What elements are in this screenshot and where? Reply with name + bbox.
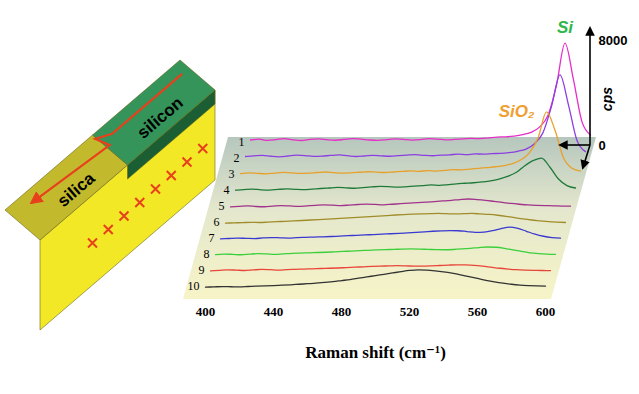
svg-text:7: 7 bbox=[209, 231, 215, 245]
svg-text:silica: silica bbox=[54, 168, 99, 210]
svg-text:SiO₂: SiO₂ bbox=[499, 102, 535, 121]
svg-text:3: 3 bbox=[229, 167, 235, 181]
svg-text:Raman shift (cm⁻¹): Raman shift (cm⁻¹) bbox=[305, 343, 446, 362]
svg-text:600: 600 bbox=[536, 304, 556, 319]
svg-text:1: 1 bbox=[239, 135, 245, 149]
svg-text:440: 440 bbox=[264, 304, 284, 319]
svg-text:silicon: silicon bbox=[134, 93, 187, 142]
svg-text:2: 2 bbox=[234, 151, 240, 165]
svg-text:8000: 8000 bbox=[599, 33, 628, 48]
svg-text:5: 5 bbox=[219, 199, 225, 213]
svg-text:560: 560 bbox=[468, 304, 488, 319]
svg-text:0: 0 bbox=[599, 138, 606, 153]
svg-text:10: 10 bbox=[188, 279, 200, 293]
svg-text:9: 9 bbox=[199, 263, 205, 277]
svg-text:520: 520 bbox=[400, 304, 420, 319]
svg-text:480: 480 bbox=[332, 304, 352, 319]
svg-text:Si: Si bbox=[557, 18, 574, 37]
svg-text:cps: cps bbox=[599, 87, 615, 111]
svg-text:4: 4 bbox=[224, 183, 230, 197]
svg-text:8: 8 bbox=[204, 247, 210, 261]
svg-text:400: 400 bbox=[196, 304, 216, 319]
svg-text:6: 6 bbox=[214, 215, 220, 229]
